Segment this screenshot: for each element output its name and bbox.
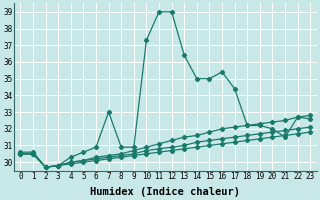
X-axis label: Humidex (Indice chaleur): Humidex (Indice chaleur) [90, 186, 240, 197]
